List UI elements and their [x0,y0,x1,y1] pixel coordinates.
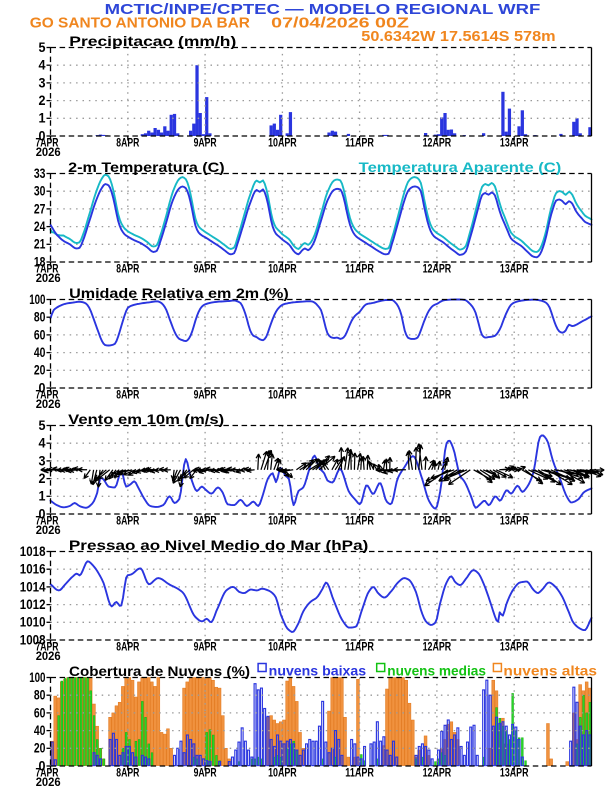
svg-text:Cobertura de Nuvens (%): Cobertura de Nuvens (%) [69,663,250,679]
svg-text:3: 3 [39,75,46,90]
svg-text:80: 80 [34,310,46,325]
svg-text:2: 2 [39,93,46,108]
svg-text:0: 0 [39,128,46,143]
svg-text:9APR: 9APR [194,138,218,150]
svg-text:12APR: 12APR [423,642,452,654]
svg-text:11APR: 11APR [345,138,374,150]
svg-text:12APR: 12APR [423,768,452,780]
svg-text:0: 0 [39,758,46,773]
svg-text:13APR: 13APR [500,516,529,528]
svg-text:11APR: 11APR [345,264,374,276]
svg-text:2026: 2026 [36,147,61,159]
svg-text:0: 0 [39,380,46,395]
svg-text:2026: 2026 [36,273,61,285]
svg-text:27: 27 [34,201,46,216]
svg-text:13APR: 13APR [500,264,529,276]
svg-text:GO SANTO ANTONIO DA BAR: GO SANTO ANTONIO DA BAR [30,15,250,32]
svg-text:1008: 1008 [20,632,46,647]
svg-text:7APR: 7APR [36,390,60,402]
svg-text:1: 1 [39,489,46,504]
svg-text:60: 60 [34,327,46,342]
svg-text:9APR: 9APR [194,390,218,402]
svg-text:8APR: 8APR [116,768,140,780]
svg-text:13APR: 13APR [500,390,529,402]
svg-text:10APR: 10APR [268,138,297,150]
svg-text:12APR: 12APR [423,264,452,276]
svg-text:9APR: 9APR [194,768,218,780]
svg-text:20: 20 [34,741,46,756]
svg-text:7APR: 7APR [36,138,60,150]
svg-text:2026: 2026 [36,651,61,663]
svg-text:nuvens altas: nuvens altas [503,663,597,678]
svg-text:100: 100 [29,292,45,307]
svg-text:11APR: 11APR [345,768,374,780]
svg-text:9APR: 9APR [194,516,218,528]
svg-text:2026: 2026 [36,399,61,411]
svg-text:8APR: 8APR [116,390,140,402]
svg-text:nuvens medias: nuvens medias [387,663,486,678]
svg-text:MCTIC/INPE/CPTEC — MODELO REGI: MCTIC/INPE/CPTEC — MODELO REGIONAL WRF [105,1,541,18]
svg-text:8APR: 8APR [116,516,140,528]
svg-text:12APR: 12APR [423,390,452,402]
svg-text:3: 3 [39,453,46,468]
svg-text:Temperatura Aparente (C): Temperatura Aparente (C) [359,159,562,175]
svg-text:11APR: 11APR [345,516,374,528]
svg-text:1016: 1016 [20,562,46,577]
svg-text:nuvens baixas: nuvens baixas [269,663,366,678]
svg-text:8APR: 8APR [116,642,140,654]
svg-text:1012: 1012 [20,597,46,612]
svg-text:13APR: 13APR [500,642,529,654]
svg-text:11APR: 11APR [345,642,374,654]
svg-text:24: 24 [34,219,46,234]
svg-text:11APR: 11APR [345,390,374,402]
svg-text:2: 2 [39,471,46,486]
svg-text:2-m Temperatura (C): 2-m Temperatura (C) [68,159,225,175]
svg-text:1010: 1010 [20,615,46,630]
svg-text:1: 1 [39,111,46,126]
svg-text:33: 33 [34,166,46,181]
svg-text:7APR: 7APR [36,642,60,654]
svg-text:40: 40 [34,723,46,738]
svg-text:Vento em 10m (m/s): Vento em 10m (m/s) [68,411,224,427]
svg-text:50.6342W 17.5614S 578m: 50.6342W 17.5614S 578m [361,28,555,45]
svg-text:7APR: 7APR [36,264,60,276]
svg-text:5: 5 [39,40,46,55]
svg-text:21: 21 [34,237,46,252]
svg-text:10APR: 10APR [268,642,297,654]
svg-text:0: 0 [39,506,46,521]
svg-text:2026: 2026 [36,525,61,537]
svg-text:1018: 1018 [20,544,46,559]
svg-text:10APR: 10APR [268,264,297,276]
svg-text:Precipitacao (mm/h): Precipitacao (mm/h) [69,33,236,49]
svg-text:7APR: 7APR [36,768,60,780]
svg-text:10APR: 10APR [268,390,297,402]
svg-text:60: 60 [34,705,46,720]
svg-text:10APR: 10APR [268,516,297,528]
svg-text:30: 30 [34,184,46,199]
svg-text:12APR: 12APR [423,138,452,150]
svg-text:13APR: 13APR [500,138,529,150]
svg-text:4: 4 [39,58,46,73]
svg-text:Pressao ao Nivel Medio do Mar: Pressao ao Nivel Medio do Mar (hPa) [69,537,368,553]
svg-text:9APR: 9APR [194,264,218,276]
svg-text:10APR: 10APR [268,768,297,780]
svg-text:5: 5 [39,418,46,433]
svg-text:8APR: 8APR [116,138,140,150]
svg-text:4: 4 [39,436,46,451]
svg-text:100: 100 [29,670,45,685]
svg-text:Umidade Relativa em 2m (%): Umidade Relativa em 2m (%) [69,285,289,301]
svg-text:80: 80 [34,688,46,703]
svg-text:12APR: 12APR [423,516,452,528]
svg-text:2026: 2026 [36,777,61,789]
svg-text:18: 18 [34,254,46,269]
svg-text:07/04/2026 00Z: 07/04/2026 00Z [271,15,409,32]
svg-text:9APR: 9APR [194,642,218,654]
svg-text:13APR: 13APR [500,768,529,780]
svg-text:8APR: 8APR [116,264,140,276]
svg-text:1014: 1014 [20,579,46,594]
svg-text:40: 40 [34,345,46,360]
svg-text:7APR: 7APR [36,516,60,528]
svg-text:20: 20 [34,363,46,378]
